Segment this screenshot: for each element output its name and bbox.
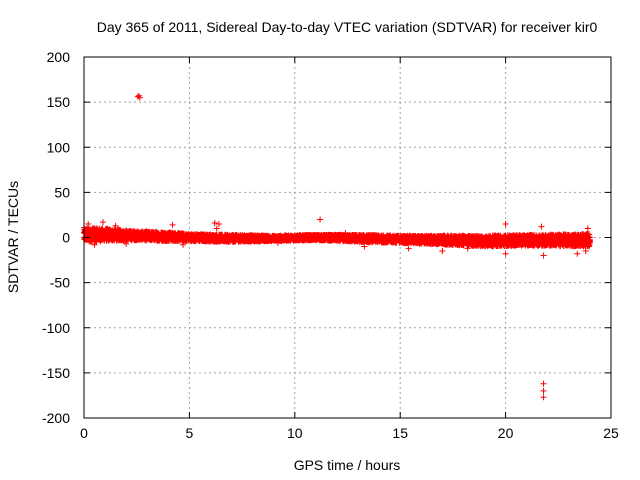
data-point xyxy=(502,250,509,257)
x-tick-label: 5 xyxy=(186,425,194,441)
data-point xyxy=(586,238,593,245)
data-point xyxy=(134,93,141,100)
data-point xyxy=(91,241,98,248)
data-point xyxy=(582,248,589,255)
data-point xyxy=(574,250,581,257)
data-point xyxy=(180,241,187,248)
y-tick-label: 200 xyxy=(47,49,71,65)
x-axis-title: GPS time / hours xyxy=(294,457,401,473)
x-tick-label: 10 xyxy=(287,425,303,441)
data-point xyxy=(540,252,547,259)
y-tick-label: -50 xyxy=(50,275,70,291)
data-point xyxy=(540,387,547,394)
tick-layer: 0 5 10 15 20 25 -200 -150 -100 -50 0 50 100 150 200 xyxy=(42,49,619,441)
data-point xyxy=(112,222,119,229)
data-point xyxy=(342,229,349,236)
data-point xyxy=(538,223,545,230)
data-point xyxy=(123,240,130,247)
y-tick-label: 50 xyxy=(54,184,70,200)
data-point xyxy=(439,248,446,255)
data-point xyxy=(211,220,218,227)
y-tick-label: -150 xyxy=(42,365,70,381)
y-tick-label: -200 xyxy=(42,410,70,426)
data-point xyxy=(502,220,509,227)
y-tick-label: 0 xyxy=(62,230,70,246)
x-tick-label: 0 xyxy=(80,425,88,441)
data-point xyxy=(215,220,222,227)
y-tick-label: -100 xyxy=(42,320,70,336)
data-point xyxy=(274,239,281,246)
data-point xyxy=(85,220,92,227)
data-point xyxy=(464,245,471,252)
data-point xyxy=(540,394,547,401)
y-axis-title: SDTVAR / TECUs xyxy=(5,181,21,293)
data-point xyxy=(405,245,412,252)
data-point xyxy=(169,221,176,228)
data-point xyxy=(213,225,220,232)
x-tick-label: 15 xyxy=(392,425,408,441)
data-layer xyxy=(81,92,593,401)
data-point xyxy=(99,219,106,226)
data-point xyxy=(540,380,547,387)
x-tick-label: 25 xyxy=(603,425,619,441)
y-tick-label: 150 xyxy=(47,94,71,110)
x-tick-label: 20 xyxy=(498,425,514,441)
data-point xyxy=(584,225,591,232)
chart-title: Day 365 of 2011, Sidereal Day-to-day VTE… xyxy=(97,19,598,35)
y-tick-label: 100 xyxy=(47,139,71,155)
data-point xyxy=(317,216,324,223)
data-point xyxy=(361,243,368,250)
